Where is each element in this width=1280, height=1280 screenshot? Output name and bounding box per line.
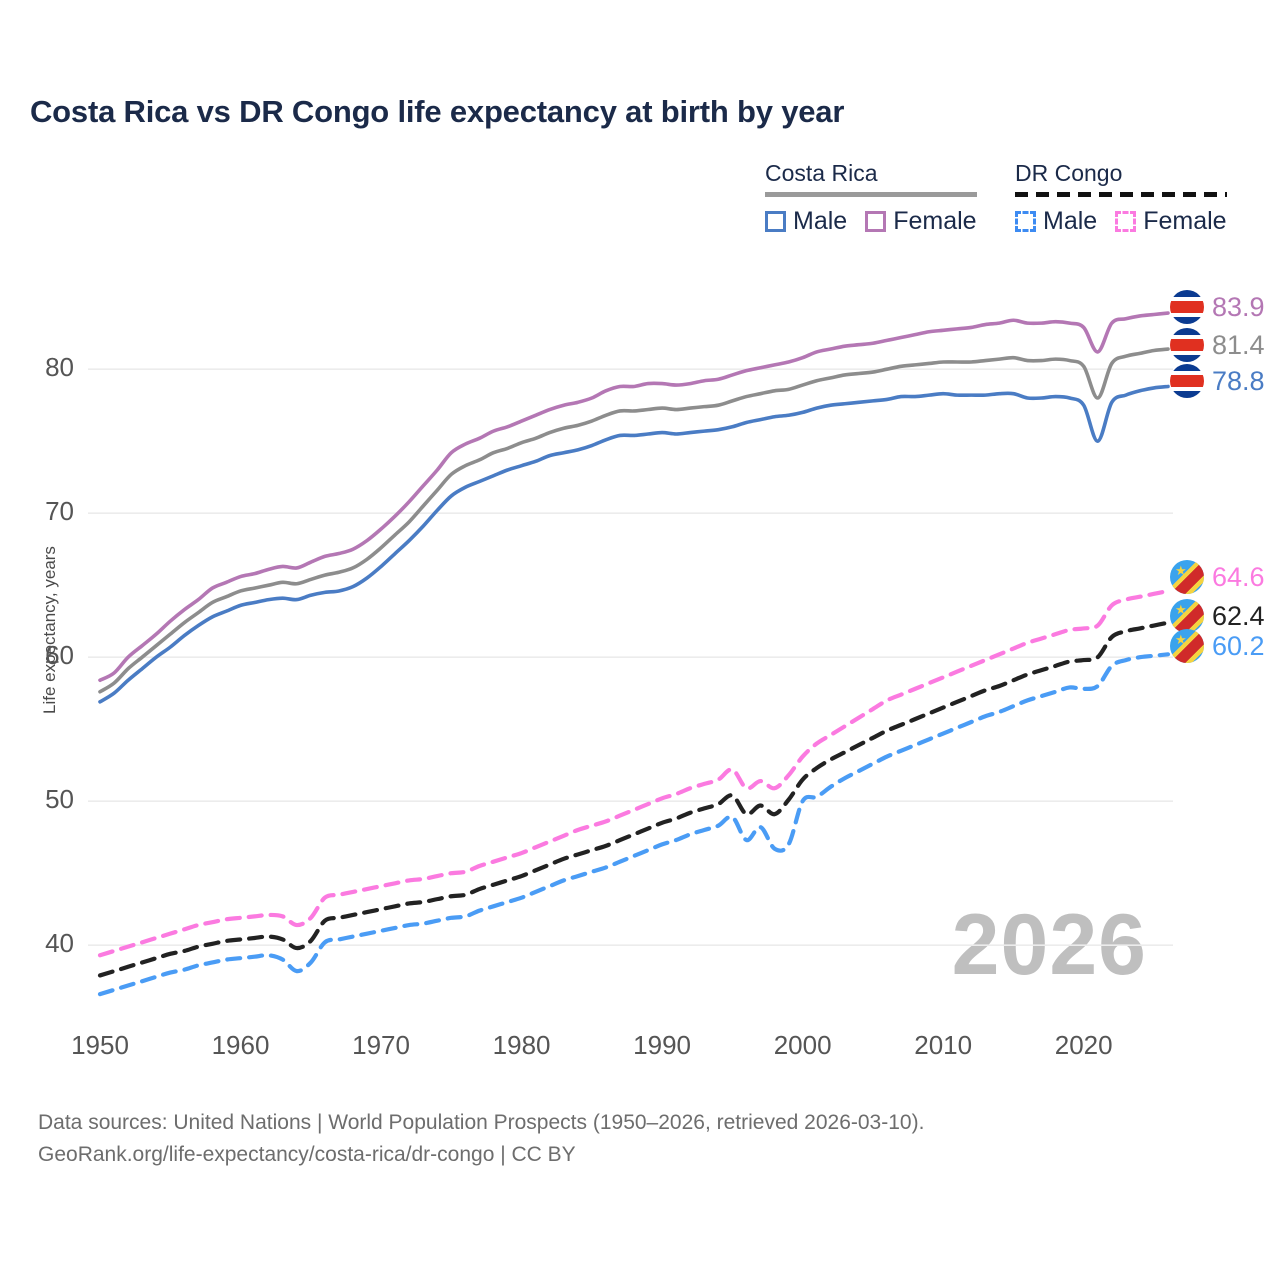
end-label-dr-congo-62.4: ★ 62.4 [1170, 599, 1265, 633]
y-axis-title: Life expectancy, years [40, 546, 59, 714]
x-tick-label-1960: 1960 [211, 1030, 270, 1060]
legend-country-label-costa-rica: Costa Rica [765, 160, 878, 186]
end-label-dr-congo-64.6: ★ 64.6 [1170, 560, 1265, 594]
costa-rica-flag-icon [1170, 364, 1204, 398]
chart-legend: Costa Rica Male Female DR Congo Male [760, 160, 1260, 240]
x-tick-label-2020: 2020 [1054, 1030, 1113, 1060]
series-line-1 [98, 347, 1170, 694]
end-label-costa-rica-78.8: 78.8 [1170, 364, 1265, 398]
legend-item-dr-congo-female[interactable]: Female [1115, 207, 1227, 236]
legend-label-dr-congo-male: Male [1043, 207, 1098, 235]
legend-swatch-icon-dr-congo-female [1115, 211, 1137, 232]
dr-congo-flag-icon: ★ [1170, 599, 1204, 633]
x-tick-label-1990: 1990 [633, 1030, 692, 1060]
series-line-3 [97, 588, 1171, 958]
end-label-costa-rica-81.4: 81.4 [1170, 328, 1265, 362]
x-tick-label-1970: 1970 [352, 1030, 410, 1060]
legend-label-dr-congo-female: Female [1143, 207, 1227, 235]
end-value-label: 83.9 [1212, 291, 1265, 322]
footer-line-sources: Data sources: United Nations | World Pop… [38, 1111, 925, 1134]
x-tick-label-2010: 2010 [914, 1030, 973, 1060]
legend-item-dr-congo-male[interactable]: Male [1015, 207, 1097, 236]
legend-rule-dashed [1015, 192, 1227, 197]
end-label-costa-rica-83.9: 83.9 [1170, 290, 1265, 324]
end-value-label: 60.2 [1212, 630, 1265, 661]
legend-label-costa-rica-male: Male [793, 207, 848, 235]
legend-group-costa-rica: Costa Rica Male Female [765, 160, 977, 236]
y-tick-label-50: 50 [45, 784, 74, 815]
y-tick-label-80: 80 [45, 352, 74, 383]
footer-line-url[interactable]: GeoRank.org/life-expectancy/costa-rica/d… [38, 1142, 576, 1166]
x-tick-label-2000: 2000 [773, 1030, 832, 1060]
legend-group-dr-congo: DR Congo Male Female [1015, 160, 1227, 236]
costa-rica-flag-icon [1170, 328, 1204, 362]
costa-rica-flag-icon [1170, 290, 1204, 324]
series-line-0 [98, 311, 1170, 683]
legend-item-costa-rica-female[interactable]: Female [865, 207, 977, 236]
legend-item-costa-rica-male[interactable]: Male [765, 207, 847, 236]
dr-congo-flag-icon: ★ [1170, 629, 1204, 663]
legend-swatch-icon-costa-rica-female [865, 211, 887, 232]
legend-country-label-dr-congo: DR Congo [1015, 160, 1123, 186]
legend-rule-solid [765, 192, 977, 197]
series-line-5 [97, 652, 1171, 997]
series-line-4 [97, 620, 1171, 978]
y-tick-label-60: 60 [45, 640, 74, 671]
x-tick-label-1950: 1950 [71, 1030, 129, 1060]
series-line-2 [98, 384, 1170, 704]
x-tick-label-1980: 1980 [492, 1030, 551, 1060]
y-tick-label-70: 70 [45, 496, 74, 527]
dr-congo-flag-icon: ★ [1170, 560, 1204, 594]
page-title: Costa Rica vs DR Congo life expectancy a… [30, 94, 845, 129]
legend-label-costa-rica-female: Female [893, 207, 977, 235]
end-value-label: 81.4 [1212, 329, 1265, 360]
legend-swatch-icon-dr-congo-male [1015, 211, 1036, 232]
end-value-label: 64.6 [1212, 561, 1265, 592]
end-value-label: 78.8 [1212, 365, 1265, 396]
footer-credits: Data sources: United Nations | World Pop… [38, 1107, 924, 1171]
end-value-label: 62.4 [1212, 600, 1265, 631]
y-tick-label-40: 40 [45, 928, 74, 959]
end-label-dr-congo-60.2: ★ 60.2 [1170, 629, 1265, 663]
legend-swatch-icon-costa-rica-male [765, 211, 786, 232]
